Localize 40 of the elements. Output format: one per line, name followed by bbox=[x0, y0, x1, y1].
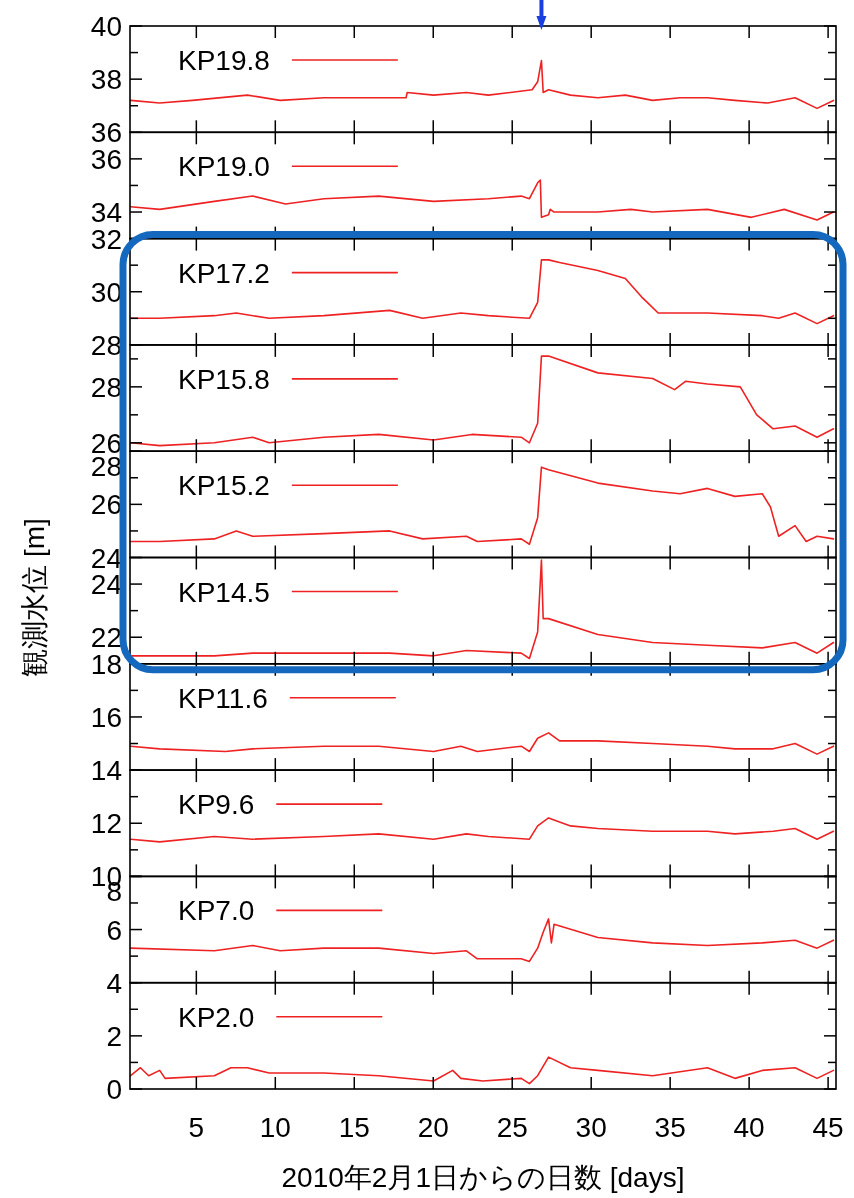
x-tick-label: 15 bbox=[338, 1112, 370, 1143]
legend-label: KP11.6 bbox=[178, 682, 268, 714]
y-tick-label: 0 bbox=[106, 1074, 122, 1105]
y-tick-label: 14 bbox=[90, 755, 122, 787]
series-label: KP14.5 bbox=[178, 576, 270, 608]
y-tick-label: 26 bbox=[90, 489, 122, 521]
y-tick-label: 4 bbox=[106, 967, 122, 999]
y-tick-label: 28 bbox=[90, 371, 122, 403]
y-tick-label: 12 bbox=[90, 808, 122, 840]
x-axis-title: 2010年2月1日からの日数 [days] bbox=[281, 1162, 685, 1193]
series-label: KP15.8 bbox=[178, 363, 270, 395]
line-series bbox=[130, 732, 835, 755]
legend-label: KP19.8 bbox=[178, 45, 270, 76]
x-tick-label: 5 bbox=[188, 1112, 205, 1143]
y-tick-label: 40 bbox=[90, 11, 122, 42]
y-tick-label: 6 bbox=[106, 914, 122, 946]
series-label: KP15.2 bbox=[178, 470, 270, 502]
y-tick-label: 28 bbox=[90, 329, 122, 361]
y-axis-title: 観測水位 [m] bbox=[19, 518, 50, 677]
y-tick-label: 18 bbox=[90, 648, 122, 680]
y-tick-label: 16 bbox=[90, 701, 122, 733]
y-tick-label: 30 bbox=[90, 276, 122, 308]
y-tick-label: 38 bbox=[90, 64, 122, 96]
x-tick-label: 10 bbox=[259, 1112, 291, 1143]
line-series bbox=[130, 559, 835, 660]
x-tick-label: 35 bbox=[654, 1112, 686, 1143]
y-tick-label: 2 bbox=[106, 1020, 122, 1052]
x-tick-label: 20 bbox=[417, 1112, 449, 1143]
series-label: KP17.2 bbox=[178, 257, 270, 289]
line-series bbox=[130, 179, 835, 221]
line-series bbox=[130, 1056, 835, 1085]
legend-label: KP9.6 bbox=[178, 789, 255, 821]
line-series bbox=[130, 817, 835, 843]
x-tick-label: 40 bbox=[733, 1112, 765, 1143]
x-tick-label: 30 bbox=[575, 1112, 607, 1143]
x-tick-label: 25 bbox=[496, 1112, 528, 1143]
legend-label: KP19.0 bbox=[178, 151, 270, 183]
legend-label: KP7.0 bbox=[178, 895, 255, 927]
x-tick-label: 45 bbox=[812, 1112, 844, 1143]
legend-label: KP2.0 bbox=[178, 1001, 255, 1033]
